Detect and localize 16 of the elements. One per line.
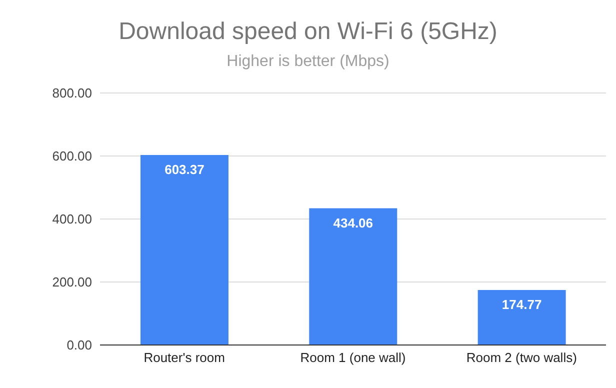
bar	[140, 154, 228, 345]
data-label: 434.06	[333, 216, 374, 230]
y-tick-label: 800.00	[52, 86, 92, 101]
y-tick-label: 400.00	[52, 212, 92, 227]
bar	[478, 290, 566, 345]
data-label: 174.77	[502, 297, 542, 312]
x-tick-label: Router's room	[144, 350, 225, 366]
x-tick-label: Room 1 (one wall)	[300, 350, 406, 366]
y-tick-label: 200.00	[52, 274, 92, 290]
x-tick-label: Room 2 (two walls)	[466, 350, 577, 366]
chart-title: Download speed on Wi-Fi 6 (5GHz)	[118, 18, 498, 46]
data-label: 603.37	[164, 162, 204, 178]
bar	[309, 208, 398, 345]
chart-subtitle: Higher is better (Mbps)	[226, 53, 390, 71]
y-tick-label: 600.00	[52, 148, 92, 164]
y-tick-label: 0.00	[66, 338, 92, 353]
